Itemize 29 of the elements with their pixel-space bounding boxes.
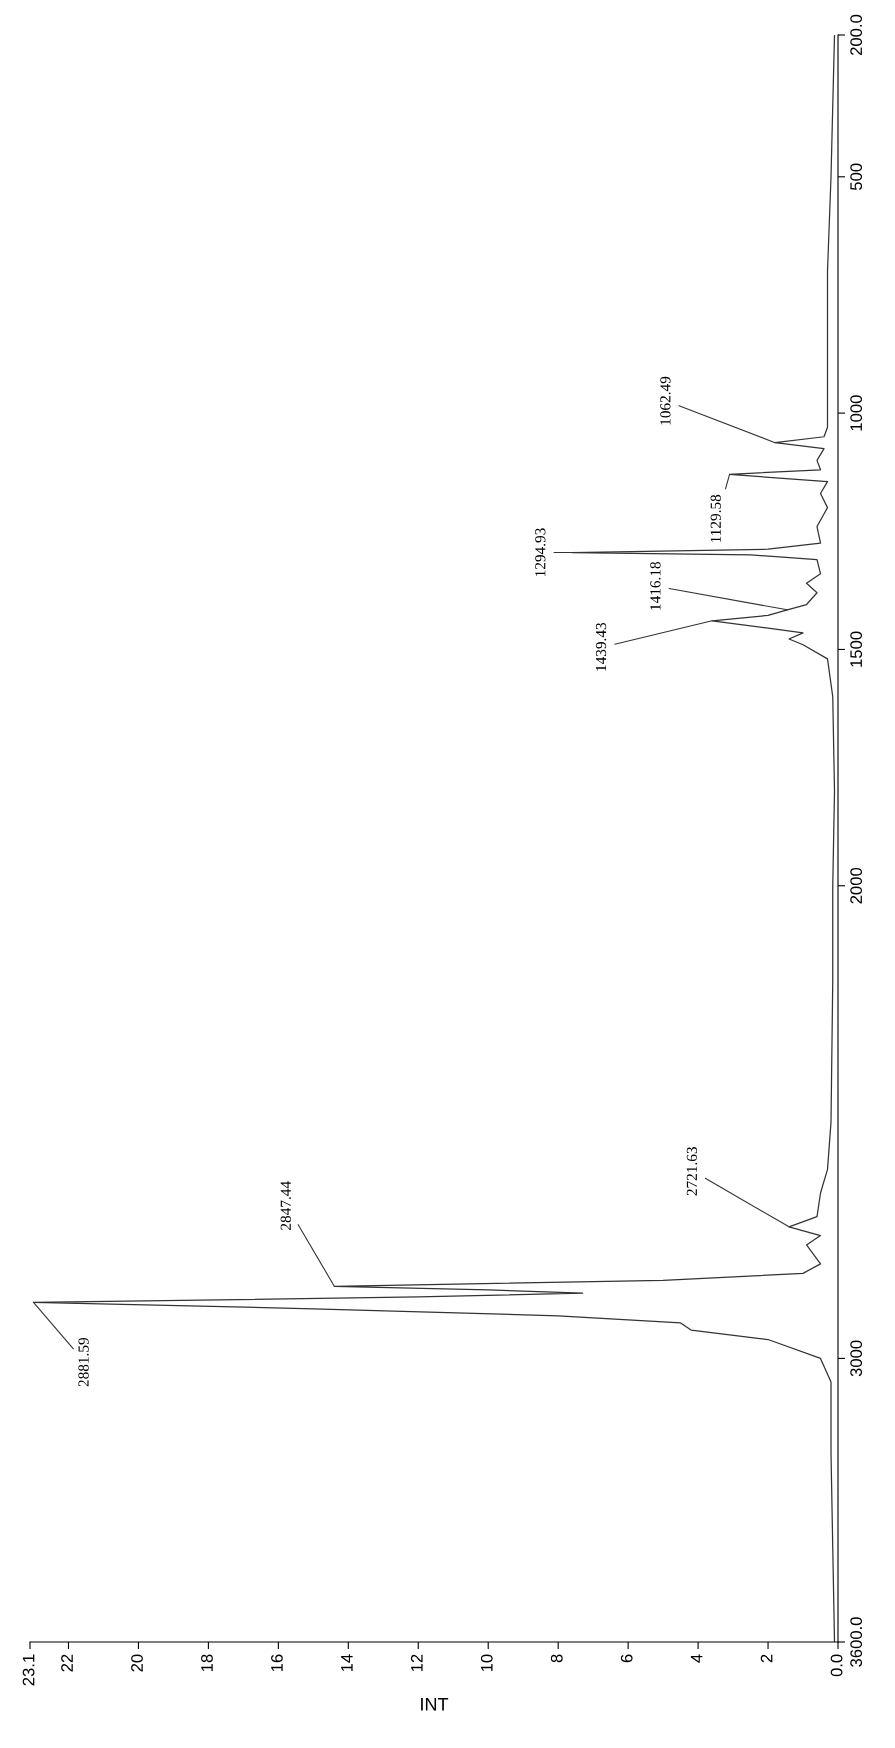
- x-tick-label: 12: [410, 1654, 423, 1672]
- x-tick-label: 20: [131, 1654, 143, 1672]
- annotation: 1129.58: [710, 494, 721, 542]
- x-tick-label: 16: [271, 1654, 283, 1672]
- y-tick-label: 3600.0: [850, 1617, 863, 1667]
- x-axis-title: INT: [421, 1698, 449, 1711]
- annotation: 2881.59: [78, 1337, 89, 1387]
- annotation: 1062.49: [660, 376, 671, 425]
- annotation: 1294.93: [535, 528, 546, 576]
- y-tick-label: 200.0: [850, 14, 863, 56]
- x-tick-label: 10: [480, 1654, 493, 1672]
- x-tick-label: 6: [620, 1654, 633, 1663]
- y-tick-label: 3000: [850, 1340, 863, 1377]
- x-tick-label: 23.1: [22, 1654, 35, 1686]
- x-tick-label: 0.0: [830, 1654, 843, 1677]
- x-tick-label: 4: [690, 1654, 703, 1663]
- annotation: 1416.18: [650, 561, 661, 610]
- y-tick-label: 1500: [850, 631, 863, 667]
- x-tick-label: 22: [61, 1654, 73, 1672]
- x-tick-label: 14: [341, 1654, 353, 1672]
- annotation: 1439.43: [595, 622, 607, 671]
- y-tick-label: 2000: [850, 867, 863, 904]
- y-tick-label: 1000: [850, 395, 863, 431]
- x-tick-label: 8: [550, 1654, 563, 1663]
- x-tick-label: 2: [760, 1654, 773, 1663]
- x-tick-label: 18: [201, 1654, 213, 1672]
- annotation: 2721.63: [686, 1147, 698, 1196]
- y-tick-label: 500: [850, 163, 863, 191]
- annotation: 2847.44: [280, 1181, 291, 1230]
